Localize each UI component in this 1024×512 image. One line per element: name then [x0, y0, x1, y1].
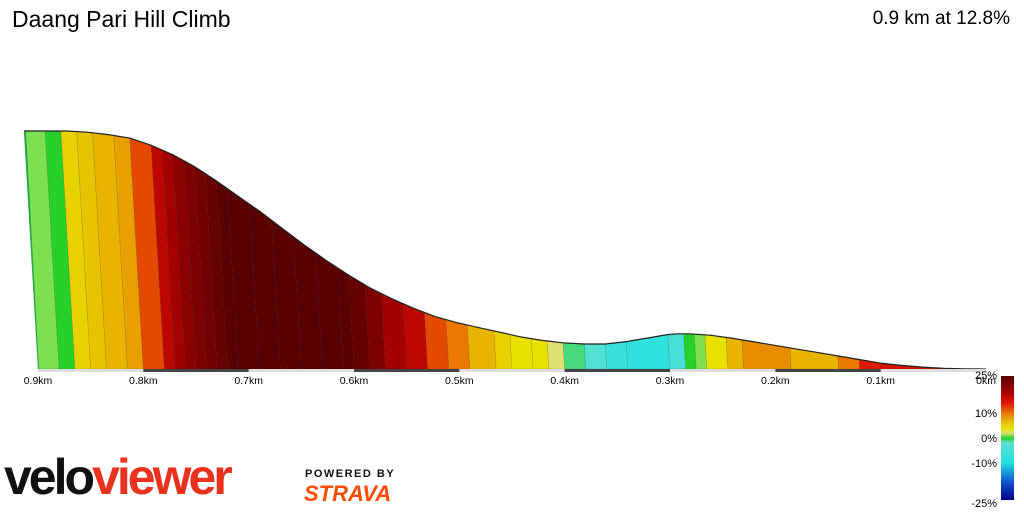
powered-by-label: POWERED BY: [305, 468, 396, 480]
legend-color-bar: [1001, 376, 1014, 500]
strava-logo: STRAVA: [304, 481, 392, 506]
x-tick-label: 0.5km: [445, 375, 474, 387]
x-tick-label: 0.4km: [550, 375, 579, 387]
gradient-segment-29: [530, 338, 550, 370]
climb-summary: 0.9 km at 12.8%: [872, 8, 1010, 29]
gradient-segment-30: [546, 340, 566, 370]
legend-label: 0%: [981, 433, 997, 445]
x-tick-label: 0.9km: [24, 375, 53, 387]
x-tick-label: 0.2km: [761, 375, 790, 387]
legend-label: -25%: [971, 498, 997, 510]
gradient-segment-24: [424, 312, 450, 370]
gradient-segment-28: [509, 334, 534, 370]
axis-band-3: [354, 369, 460, 372]
x-tick-label: 0.8km: [129, 375, 158, 387]
gradient-segment-26: [466, 324, 497, 370]
gradient-segment-33: [604, 341, 629, 370]
gradient-segment-32: [583, 343, 608, 370]
x-tick-label: 0.1km: [866, 375, 895, 387]
x-tick-label: 0.6km: [340, 375, 369, 387]
axis-band-7: [775, 369, 881, 372]
veloviewer-logo: veloviewer: [4, 449, 233, 505]
gradient-segment-31: [562, 342, 587, 370]
legend-label: 10%: [975, 408, 997, 420]
gradient-segment-25: [445, 319, 471, 370]
page-title: Daang Pari Hill Climb: [12, 6, 231, 32]
logo-text-viewer: viewer: [92, 449, 233, 505]
legend-label: 25%: [975, 370, 997, 382]
gradient-segment-38: [704, 334, 729, 370]
logo-text-velo: velo: [4, 449, 95, 505]
x-tick-label: 0.7km: [234, 375, 263, 387]
x-tick-label: 0km: [976, 375, 996, 387]
gradient-segment-39: [725, 336, 745, 370]
axis-band-5: [564, 369, 670, 372]
gradient-segment-41: [789, 347, 839, 370]
profile-left-edge: [24, 131, 39, 369]
axis-band-1: [143, 369, 249, 372]
gradient-segment-23: [402, 303, 429, 370]
gradient-segment-27: [493, 330, 513, 370]
gradient-segments: [23, 130, 987, 370]
distance-axis: 0.9km 0.8km 0.7km 0.6km 0.5km 0.4km 0.3km 0.2km…: [24, 369, 996, 387]
gradient-legend: 25% 10% 0% -10% -25%: [971, 370, 1014, 510]
profile-outline: [24, 130, 987, 370]
legend-label: -10%: [971, 458, 997, 470]
gradient-segment-35: [667, 333, 687, 370]
axis-line: [38, 369, 986, 372]
gradient-segment-34: [625, 334, 671, 370]
x-tick-label: 0.3km: [656, 375, 685, 387]
